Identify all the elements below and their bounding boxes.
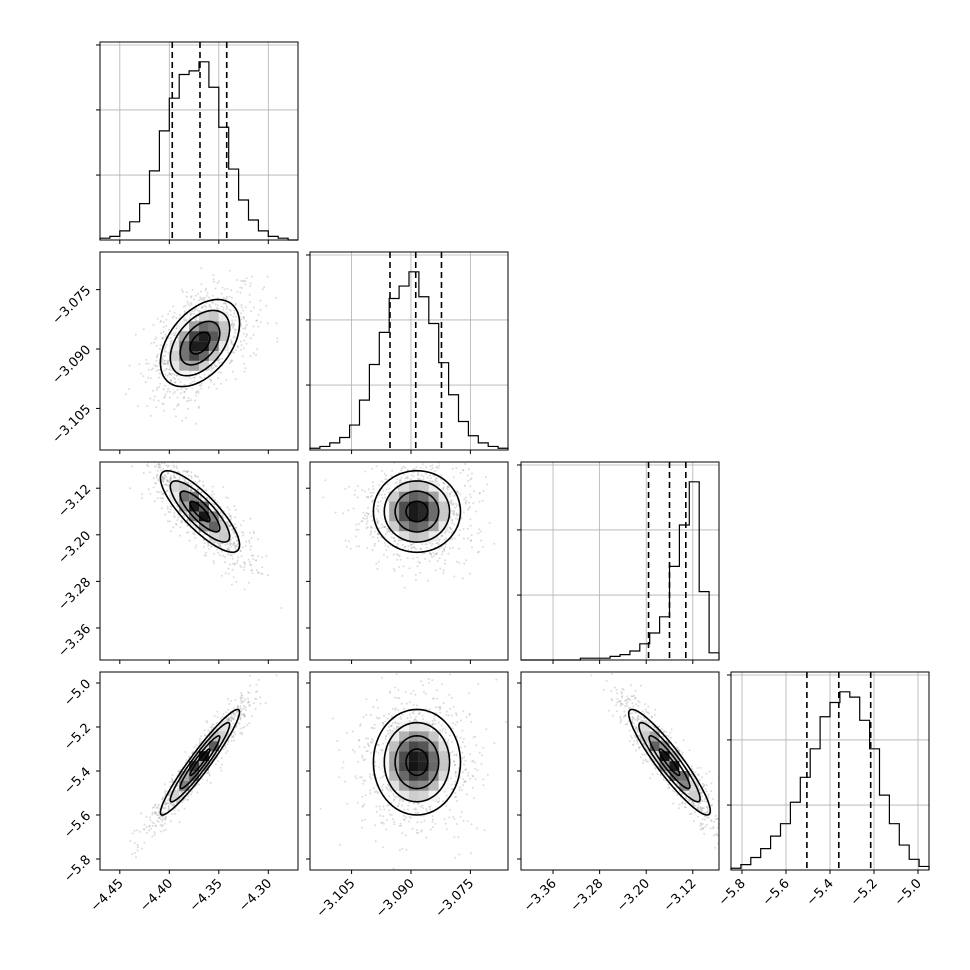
x-tick-label-0-3: −4.30 — [236, 876, 275, 915]
x-tick-label-3-4: −5.0 — [892, 876, 925, 909]
histogram-1 — [309, 271, 509, 450]
contour-0-1-2 — [169, 309, 231, 377]
contour-0-3-2 — [169, 721, 231, 803]
contour-1-2-3 — [372, 469, 462, 554]
histogram-3 — [730, 691, 930, 870]
contour-2-3-0 — [658, 748, 681, 777]
histogram-2 — [521, 481, 720, 661]
x-tick-label-3-3: −5.2 — [848, 876, 881, 909]
panel-content-2-3 — [573, 672, 719, 849]
contour-1-2-2 — [383, 480, 451, 543]
scatter-frame-0-2 — [99, 461, 299, 661]
hist-panel-0 — [96, 41, 299, 244]
y-tick-label-1-1: −3.090 — [50, 343, 95, 388]
panel-content-0-3 — [129, 674, 278, 859]
x-tick-label-1-1: −3.090 — [373, 876, 418, 921]
hist-frame-2 — [520, 461, 720, 661]
contour-0-1-0 — [189, 331, 211, 355]
panel-content-1-3 — [319, 673, 508, 870]
contour-2-3-1 — [648, 734, 691, 790]
contour-0-3-0 — [189, 748, 211, 777]
histogram-0 — [99, 61, 298, 241]
x-tick-label-2-0: −3.36 — [521, 876, 560, 915]
contour-0-2-1 — [179, 490, 221, 533]
scatter-panel-1-3 — [306, 671, 509, 874]
hist-frame-1 — [309, 251, 509, 451]
contour-2-3-2 — [638, 721, 701, 803]
x-tick-label-2-3: −3.12 — [661, 876, 700, 915]
contour-0-2-3 — [159, 469, 241, 554]
y-tick-label-3-4: −5.0 — [61, 677, 94, 710]
density-blocks-0-1 — [169, 311, 229, 381]
scatter-panel-0-1 — [96, 251, 299, 454]
y-tick-label-1-2: −3.075 — [50, 283, 95, 328]
y-tick-label-3-2: −5.4 — [61, 765, 94, 798]
x-tick-label-0-2: −4.35 — [187, 876, 226, 915]
contour-1-2-0 — [405, 500, 429, 523]
contour-1-3-0 — [405, 748, 429, 777]
x-tick-label-0-1: −4.40 — [137, 876, 176, 915]
panel-content-0-2 — [129, 462, 283, 609]
hist-panel-1 — [306, 251, 509, 454]
y-tick-label-2-3: −3.12 — [55, 482, 94, 521]
scatter-panel-1-2 — [306, 461, 509, 664]
contour-0-1-1 — [179, 320, 221, 366]
hist-panel-3 — [727, 671, 930, 874]
panel-content-0-1 — [124, 267, 279, 425]
panel-content-1-2 — [322, 462, 496, 589]
x-tick-label-1-2: −3.075 — [433, 876, 478, 921]
y-tick-label-3-3: −5.2 — [61, 721, 94, 754]
scatter-frame-0-1 — [99, 251, 299, 451]
contour-1-3-2 — [383, 721, 451, 803]
contour-0-1-3 — [159, 298, 241, 388]
y-tick-label-3-1: −5.6 — [61, 809, 94, 842]
x-tick-label-3-0: −5.8 — [716, 876, 749, 909]
contour-0-2-2 — [169, 480, 231, 543]
contour-0-3-3 — [159, 708, 241, 816]
hist-panel-2 — [517, 461, 720, 664]
y-tick-label-2-0: −3.36 — [55, 622, 94, 661]
scatter-panel-0-2 — [96, 461, 299, 664]
y-tick-label-2-2: −3.20 — [55, 528, 94, 567]
hist-frame-0 — [99, 41, 299, 241]
y-tick-label-1-0: −3.105 — [50, 402, 95, 447]
scatter-panel-2-3 — [517, 671, 720, 874]
panels-layer: −4.45 −4.40 −4.35 −4.30 −3.105 −3.090 −3.075 −3… — [50, 41, 930, 921]
x-tick-label-0-0: −4.45 — [88, 876, 127, 915]
y-tick-label-2-1: −3.28 — [55, 575, 94, 614]
contour-1-2-1 — [394, 490, 440, 533]
x-tick-label-3-1: −5.6 — [760, 876, 793, 909]
y-tick-label-3-0: −5.8 — [61, 853, 94, 886]
scatter-frame-1-2 — [309, 461, 509, 661]
contour-1-3-1 — [394, 734, 440, 790]
x-tick-label-3-2: −5.4 — [804, 876, 837, 909]
scatter-panel-0-3 — [96, 671, 299, 874]
contour-0-3-1 — [179, 734, 221, 790]
x-tick-label-1-0: −3.105 — [314, 876, 359, 921]
x-tick-label-2-1: −3.28 — [568, 876, 607, 915]
contour-1-3-3 — [372, 708, 462, 816]
contour-0-2-0 — [189, 500, 211, 523]
x-tick-label-2-2: −3.20 — [614, 876, 653, 915]
contour-2-3-3 — [627, 708, 712, 816]
